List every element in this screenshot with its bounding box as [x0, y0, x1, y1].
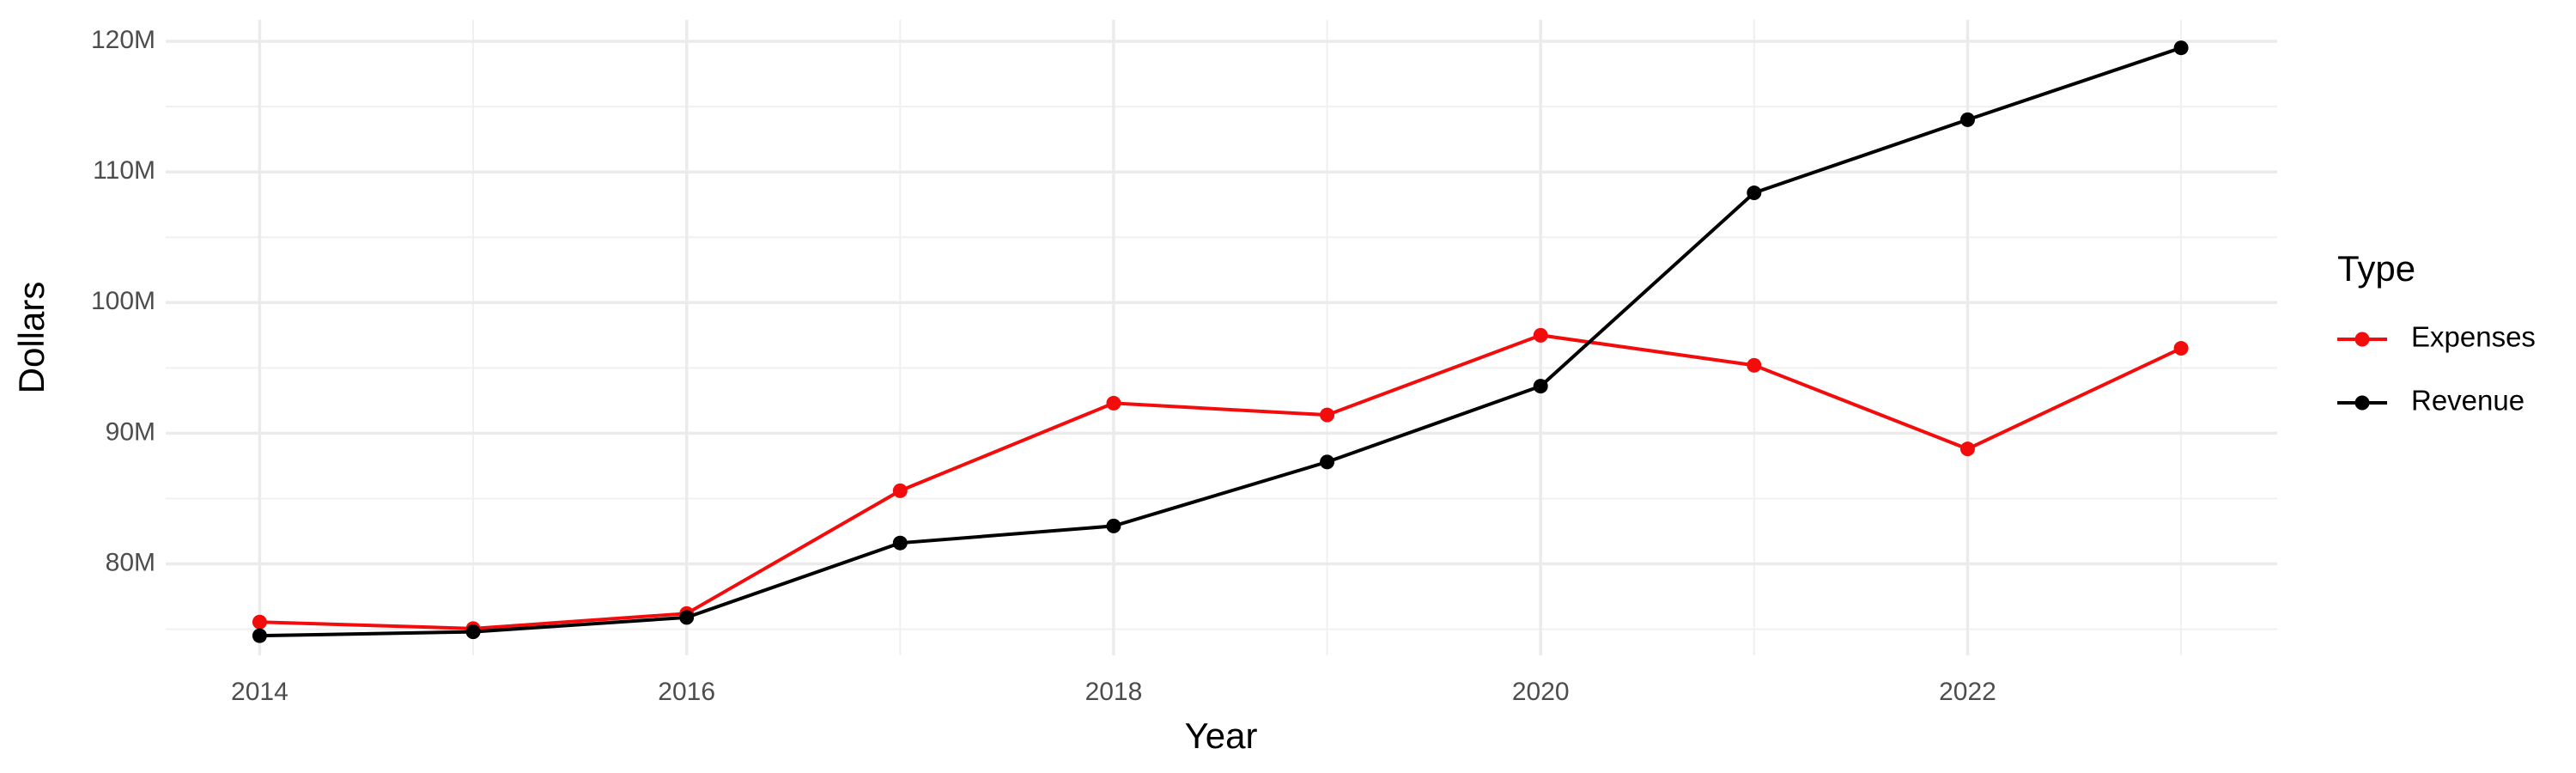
legend-key-point — [2354, 332, 2370, 347]
data-point — [1747, 357, 1762, 373]
x-tick-label: 2018 — [1085, 678, 1143, 706]
series-line — [259, 333, 2182, 630]
data-point — [1747, 186, 1762, 201]
data-point — [1533, 379, 1548, 394]
data-point — [1106, 518, 1121, 533]
data-point — [2173, 341, 2189, 356]
data-point — [1959, 441, 1975, 457]
data-point — [1533, 327, 1548, 343]
y-tick-label: 80M — [106, 548, 155, 576]
data-point — [892, 535, 908, 551]
data-point — [1106, 395, 1121, 411]
x-tick-label: 2020 — [1512, 678, 1570, 706]
data-point — [679, 610, 695, 625]
legend-title: Type — [2337, 248, 2415, 289]
data-point — [1320, 454, 1335, 470]
y-tick-label: 110M — [93, 156, 155, 185]
data-point — [1959, 112, 1975, 127]
x-axis-title: Year — [1185, 715, 1258, 756]
x-tick-label: 2014 — [231, 678, 289, 706]
y-tick-label: 100M — [91, 287, 155, 315]
data-point — [252, 628, 267, 643]
legend-label: Revenue — [2411, 385, 2524, 417]
data-point — [1320, 407, 1335, 423]
series-line — [259, 46, 2182, 638]
data-point — [465, 624, 481, 640]
y-tick-label: 120M — [91, 26, 155, 54]
legend-label: Expenses — [2411, 321, 2536, 353]
x-tick-label: 2016 — [658, 678, 715, 706]
legend-key-point — [2354, 395, 2370, 411]
x-tick-label: 2022 — [1939, 678, 1996, 706]
data-point — [2173, 40, 2189, 56]
data-point — [892, 483, 908, 498]
y-tick-label: 90M — [106, 417, 155, 446]
data-point — [252, 614, 267, 630]
y-axis-title: Dollars — [11, 282, 52, 394]
